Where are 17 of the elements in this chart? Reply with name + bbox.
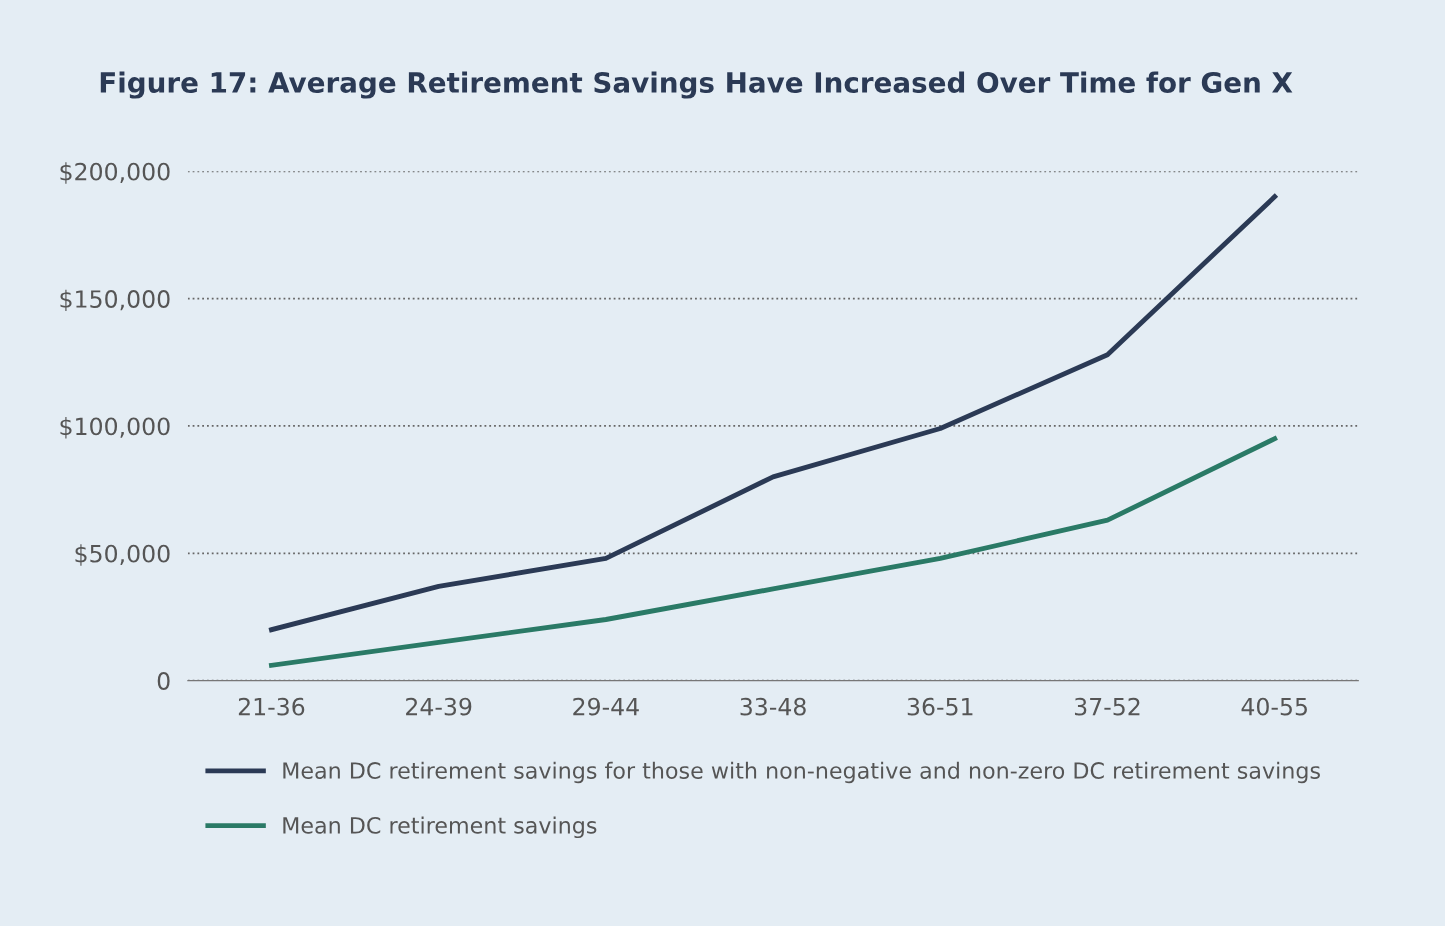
line-series <box>269 194 1278 633</box>
x-tick-label: 37-52 <box>1074 697 1140 716</box>
y-tick-label: 0 <box>157 672 170 690</box>
x-tick-label: 33-48 <box>740 697 806 716</box>
chart-title: Figure 17: Average Retirement Savings Have Increased Over Time for Gen X <box>100 71 1293 99</box>
legend-label: Mean DC retirement savings for those with non-negative and non-zero DC retirement savings <box>283 761 1320 784</box>
x-tick-label: 40-55 <box>1241 697 1307 716</box>
y-tick-label: $100,000 <box>60 416 170 439</box>
line-series <box>269 436 1278 668</box>
legend-label: Mean DC retirement savings <box>283 816 597 839</box>
y-tick-label: $200,000 <box>60 162 170 184</box>
x-tick-label: 21-36 <box>238 697 305 716</box>
x-tick-label: 24-39 <box>406 697 472 716</box>
x-tick-label: 29-44 <box>573 697 639 716</box>
y-tick-label: $50,000 <box>75 544 170 566</box>
y-tick-label: $150,000 <box>60 289 170 312</box>
x-tick-label: 36-51 <box>907 697 973 716</box>
